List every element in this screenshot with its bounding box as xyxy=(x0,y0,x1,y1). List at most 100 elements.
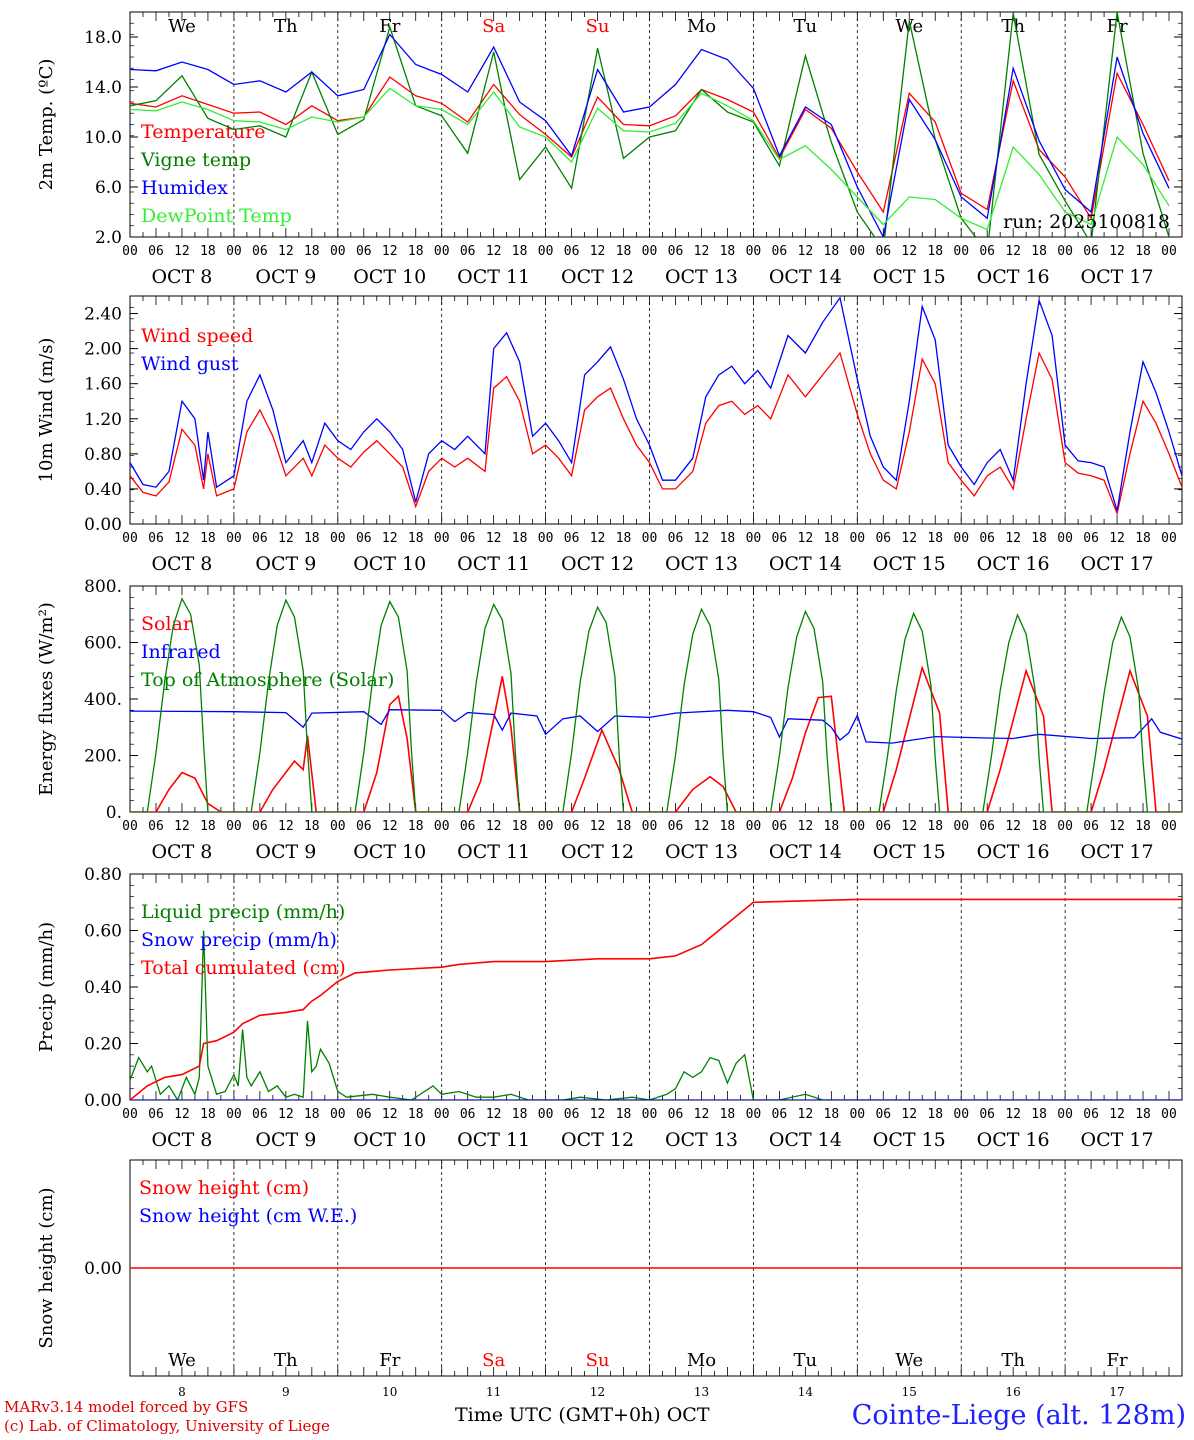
hour-label: 12 xyxy=(1109,531,1125,546)
hour-label: 06 xyxy=(772,819,788,834)
hour-label: 06 xyxy=(252,1107,268,1122)
bottom-date-label: 16 xyxy=(1006,1385,1021,1399)
hour-label: 00 xyxy=(746,1107,762,1122)
hour-label: 12 xyxy=(1005,819,1021,834)
date-label: OCT 13 xyxy=(665,266,738,288)
date-label: OCT 14 xyxy=(769,841,842,863)
hour-label: 00 xyxy=(330,819,346,834)
date-label: OCT 12 xyxy=(561,266,634,288)
hour-label: 18 xyxy=(304,244,320,259)
legend-entry: Wind speed xyxy=(141,325,253,347)
hour-label: 12 xyxy=(278,531,294,546)
hour-label: 18 xyxy=(1135,244,1151,259)
legend-entry: Snow precip (mm/h) xyxy=(141,929,337,951)
hour-label: 12 xyxy=(1005,531,1021,546)
hour-label: 12 xyxy=(278,819,294,834)
y-tick-label: 200. xyxy=(84,747,122,767)
day-label: We xyxy=(168,1350,196,1371)
hour-label: 06 xyxy=(875,1107,891,1122)
hour-label: 00 xyxy=(1057,531,1073,546)
hour-label: 06 xyxy=(564,244,580,259)
hour-label: 00 xyxy=(226,1107,242,1122)
hour-label: 18 xyxy=(927,531,943,546)
hour-label: 00 xyxy=(953,1107,969,1122)
hour-label: 00 xyxy=(226,531,242,546)
hour-label: 18 xyxy=(408,819,424,834)
hour-label: 00 xyxy=(1161,531,1177,546)
date-label: OCT 17 xyxy=(1081,841,1154,863)
day-label: Th xyxy=(274,16,298,37)
series-line-total-cumulated-cm- xyxy=(130,898,1182,1100)
hour-label: 18 xyxy=(1031,819,1047,834)
date-label: OCT 16 xyxy=(977,841,1050,863)
date-label: OCT 9 xyxy=(255,266,316,288)
hour-label: 06 xyxy=(1083,1107,1099,1122)
legend-entry: Snow height (cm W.E.) xyxy=(139,1205,357,1227)
y-tick-label: 14.0 xyxy=(84,78,122,98)
hour-label: 00 xyxy=(849,244,865,259)
y-axis-label: 10m Wind (m/s) xyxy=(36,338,57,483)
panel-frame-1 xyxy=(129,11,1183,238)
hour-label: 12 xyxy=(486,819,502,834)
series-line-wind-gust xyxy=(130,296,1182,511)
hour-label: 00 xyxy=(1057,244,1073,259)
y-tick-label: 1.20 xyxy=(84,410,122,430)
hour-label: 12 xyxy=(901,244,917,259)
date-label: OCT 9 xyxy=(255,553,316,575)
hour-label: 06 xyxy=(148,819,164,834)
hour-label: 12 xyxy=(798,819,814,834)
y-axis-label: Snow height (cm) xyxy=(36,1187,57,1348)
hour-label: 18 xyxy=(616,244,632,259)
y-tick-label: 10.0 xyxy=(84,128,122,148)
date-label: OCT 8 xyxy=(151,266,212,288)
y-tick-label: 400. xyxy=(84,690,122,710)
day-label: Su xyxy=(586,16,610,37)
hour-label: 18 xyxy=(1135,819,1151,834)
date-label: OCT 11 xyxy=(457,266,530,288)
day-label: Fr xyxy=(1107,16,1128,37)
day-label: Tu xyxy=(794,16,818,37)
hour-label: 06 xyxy=(252,244,268,259)
series-line-dewpoint-temp xyxy=(130,87,1170,231)
y-tick-label: 800. xyxy=(84,577,122,597)
hour-label: 18 xyxy=(616,1107,632,1122)
hour-label: 00 xyxy=(1161,819,1177,834)
date-label: OCT 8 xyxy=(151,1129,212,1151)
hour-label: 06 xyxy=(148,244,164,259)
hour-label: 06 xyxy=(875,244,891,259)
day-label: We xyxy=(168,16,196,37)
hour-label: 06 xyxy=(460,1107,476,1122)
hour-label: 12 xyxy=(590,531,606,546)
hour-label: 00 xyxy=(434,244,450,259)
date-label: OCT 10 xyxy=(353,841,426,863)
hour-label: 00 xyxy=(538,531,554,546)
day-label: Fr xyxy=(1107,1350,1128,1371)
hour-label: 12 xyxy=(590,1107,606,1122)
hour-label: 00 xyxy=(226,819,242,834)
series-line-liquid-precip-mm-h- xyxy=(130,930,1182,1100)
day-label: Su xyxy=(586,1350,610,1371)
hour-label: 12 xyxy=(174,819,190,834)
hour-label: 18 xyxy=(720,531,736,546)
date-label: OCT 10 xyxy=(353,553,426,575)
y-tick-label: 2.0 xyxy=(95,228,122,248)
date-label: OCT 11 xyxy=(457,553,530,575)
date-label: OCT 11 xyxy=(457,1129,530,1151)
series-line-humidex xyxy=(130,33,1170,237)
series-line-infrared xyxy=(130,709,1182,744)
y-tick-label: 0.60 xyxy=(84,922,122,942)
hour-label: 06 xyxy=(460,244,476,259)
hour-label: 12 xyxy=(798,244,814,259)
hour-label: 00 xyxy=(538,244,554,259)
date-label: OCT 10 xyxy=(353,1129,426,1151)
bottom-date-label: 14 xyxy=(798,1385,814,1399)
hour-label: 12 xyxy=(1005,244,1021,259)
hour-label: 18 xyxy=(824,244,840,259)
hour-label: 06 xyxy=(252,531,268,546)
legend-entry: Top of Atmosphere (Solar) xyxy=(141,669,394,691)
hour-label: 18 xyxy=(1135,531,1151,546)
series-line-solar xyxy=(130,665,1182,812)
hour-label: 00 xyxy=(849,1107,865,1122)
station-label: Cointe-Liege (alt. 128m) xyxy=(851,1400,1186,1431)
hour-label: 18 xyxy=(304,1107,320,1122)
